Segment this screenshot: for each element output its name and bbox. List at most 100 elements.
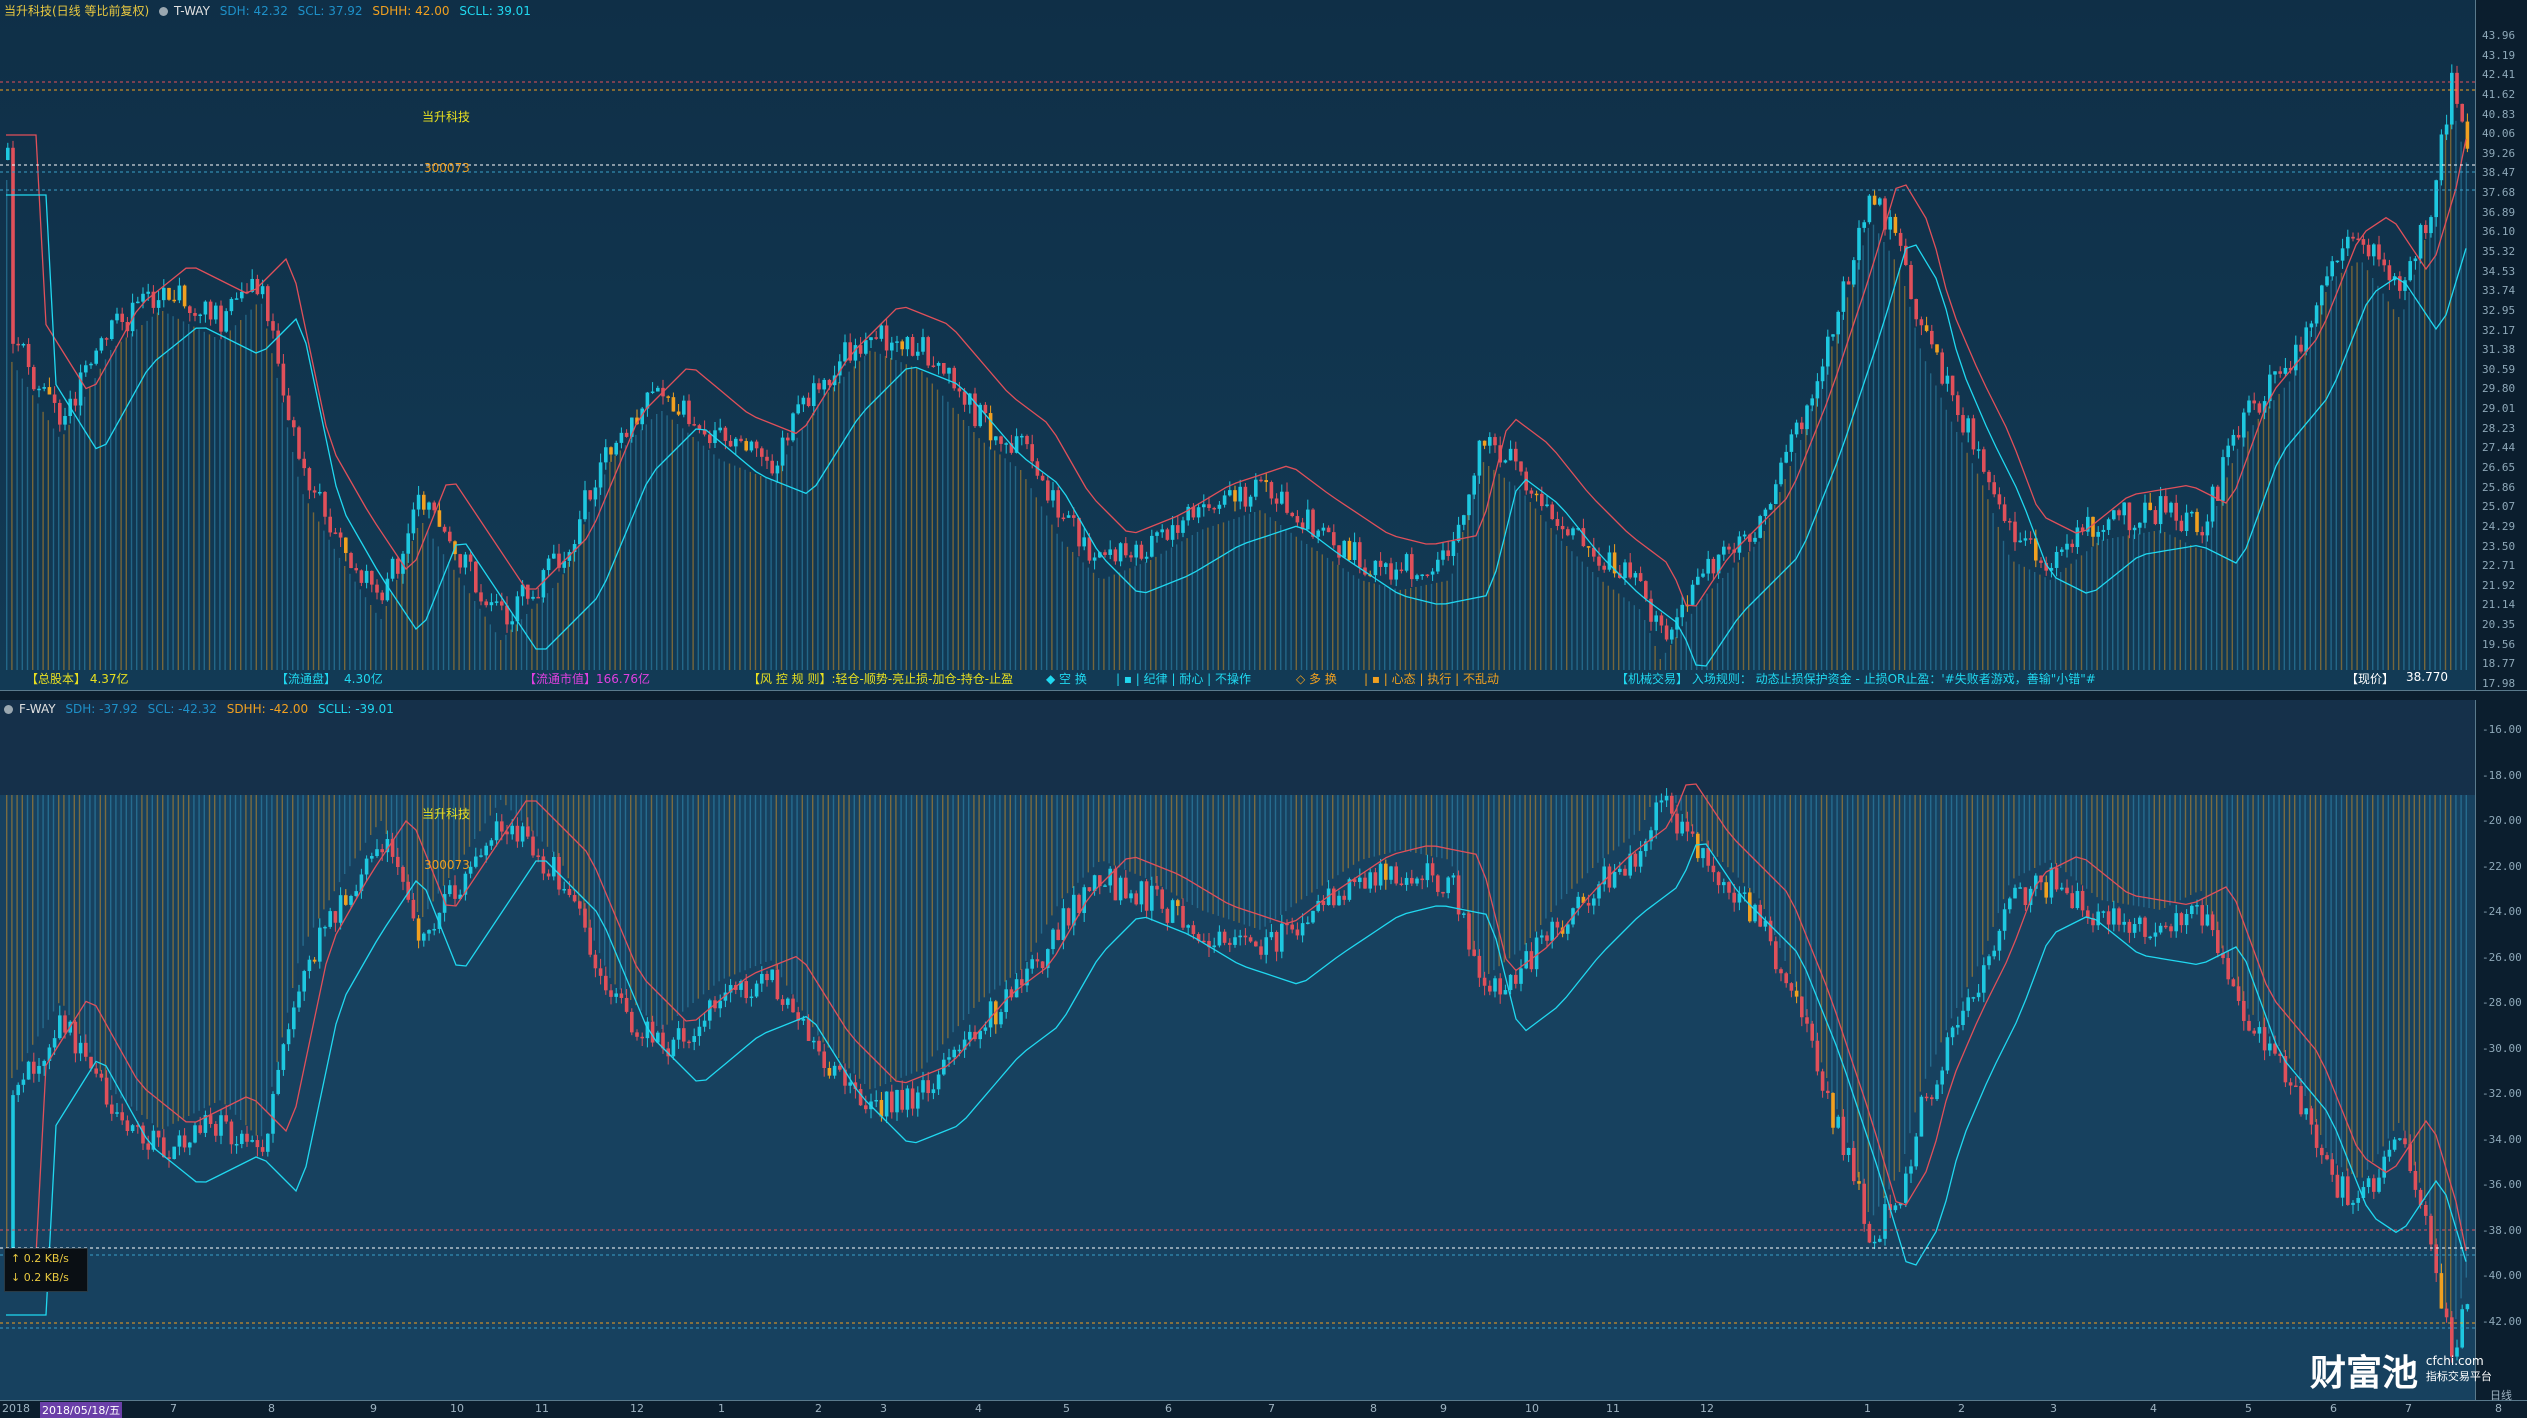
volume-bar [2158,530,2161,670]
volume-bar [1030,488,1032,670]
axis-tick-label: 40.06 [2482,127,2516,141]
volume-bar [661,411,663,670]
volume-bar [1732,567,1734,670]
axis-tick-label: 32.17 [2482,323,2516,337]
volume-bar [1503,795,1505,963]
volume-bar [1883,242,1885,670]
candle-body [1935,1084,1939,1100]
volume-bar [890,358,892,670]
volume-bar [1576,556,1578,670]
volume-bar [1956,432,1958,670]
candle-body [411,899,416,919]
candle-body [630,1011,634,1033]
volume-bar [312,795,315,928]
candle-body [2065,543,2069,550]
volume-bar [1898,268,1901,670]
candle-body [1316,530,1320,537]
volume-bar [598,795,601,954]
main-candlestick-chart[interactable] [0,0,2475,690]
volume-bar [968,795,970,1014]
candle-body [1503,990,1508,995]
volume-bar [208,795,211,1106]
inverse-chart-pane[interactable]: F-WAY SDH: -37.92 SCL: -42.32 SDHH: -42.… [0,700,2475,1400]
candle-body [182,1135,187,1148]
candle-body [250,278,254,292]
candle-body [104,338,109,340]
date-tick-label: 8 [2495,1402,2502,1415]
candle-body [1321,900,1326,906]
volume-bar [1623,795,1625,843]
candle-body [598,462,603,488]
volume-bar [2101,539,2103,670]
volume-bar [1716,795,1719,857]
volume-bar [474,601,476,670]
volume-bar [614,455,616,670]
candle-body [1170,525,1175,540]
candle-body [1852,260,1856,285]
inverse-candlestick-chart[interactable] [0,700,2475,1400]
candle-body [1046,949,1050,969]
volume-bar [1420,585,1422,670]
candle-body [1347,540,1352,561]
volume-bar [1446,580,1448,670]
volume-bar [1680,795,1682,811]
volume-bar [167,795,169,1127]
settings-gear-icon[interactable] [159,7,169,16]
volume-bar [2122,536,2124,670]
settings-gear-icon[interactable] [4,705,13,714]
candle-body [848,342,852,361]
candle-body [2320,285,2324,306]
short-label: ◆ 空 换 [1046,672,1087,686]
main-chart-pane[interactable]: 当升科技(日线 等比前复权) T-WAY SDH: 42.32 SCL: 37.… [0,0,2475,690]
candle-body [1789,434,1794,452]
candle-body [198,1125,202,1133]
candle-body [84,365,88,373]
candle-body [1919,1096,1924,1137]
candle-body [2325,1155,2329,1160]
candle-body [1706,848,1710,866]
volume-bar [1924,361,1927,670]
volume-bar [2086,551,2088,670]
inverse-price-axis[interactable]: -16.00 -18.00 -20.00 -22.00 -24.00 -26.00 -28.… [2475,700,2527,1400]
volume-bar [453,795,455,871]
candle-body [1098,552,1102,558]
volume-bar [130,795,133,1107]
volume-bar [1181,795,1183,899]
volume-bar [2080,555,2083,670]
volume-bar [2299,357,2301,670]
candle-body [2335,1174,2340,1198]
volume-bar [1508,795,1511,959]
volume-bar [2164,532,2166,670]
candle-body [1410,554,1414,580]
axis-tick-label: 43.19 [2482,48,2516,62]
volume-bar [1467,511,1469,670]
candle-body [2091,516,2095,537]
volume-bar [1706,795,1708,847]
candle-body [2138,522,2142,528]
candle-body [1727,882,1731,893]
volume-bar [2034,572,2036,670]
volume-bar [988,795,991,994]
date-tick-label: 3 [2050,1402,2057,1415]
candle-body [120,313,124,322]
candle-body [666,396,670,398]
volume-bar [822,795,824,1043]
volume-bar [58,795,60,1004]
volume-bar [2330,795,2332,1161]
candle-body [2039,560,2043,563]
candle-body [2314,305,2319,324]
volume-bar [936,795,939,1051]
volume-bar [276,377,278,670]
volume-bar [1243,795,1245,925]
volume-bar [359,589,361,670]
volume-bar [2314,318,2317,670]
volume-bar [2314,795,2317,1122]
date-axis[interactable]: 2018 2018/05/18/五 7 8 9 10 11 12 1 2 3 4 5 6 7 8 9 10 11 12… [0,1389,2527,1418]
volume-bar [536,795,538,837]
candle-body [2351,236,2355,239]
volume-bar [869,795,871,1090]
candle-body [359,570,364,583]
candle-body [1753,537,1757,542]
main-price-axis[interactable]: 43.96 43.19 42.41 41.62 40.83 40.06 39.26 38.47… [2475,0,2527,690]
volume-bar [1566,546,1568,670]
